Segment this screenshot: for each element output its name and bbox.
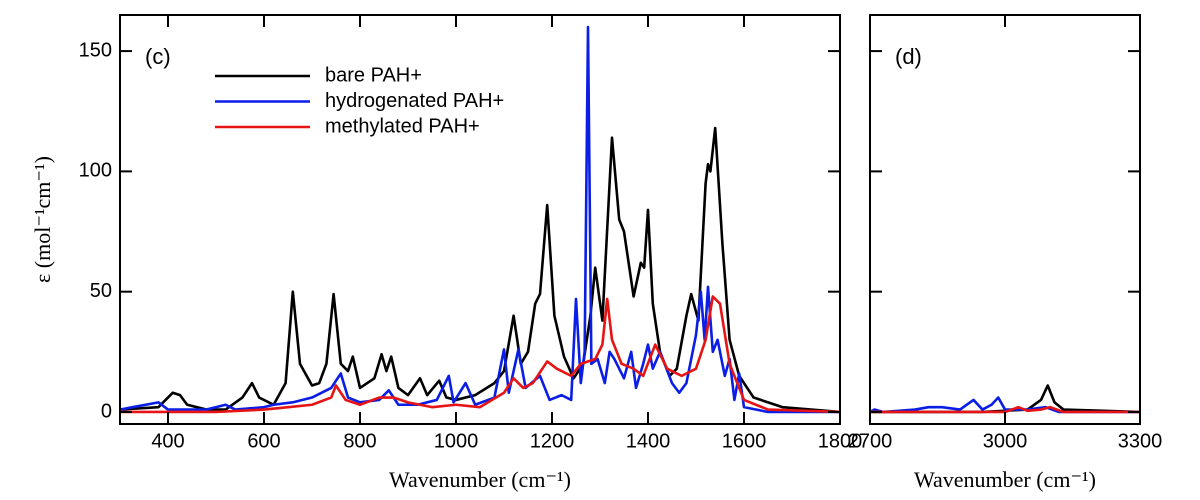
y-axis-label: ε (mol⁻¹cm⁻¹) — [30, 156, 55, 283]
x-tick-label: 2700 — [848, 430, 893, 452]
series-line — [120, 25, 840, 414]
y-tick-label: 50 — [90, 280, 112, 302]
x-tick-label: 600 — [247, 430, 280, 452]
legend-label: hydrogenated PAH+ — [325, 90, 504, 112]
panel-label: (d) — [895, 44, 922, 69]
x-tick-label: 3300 — [1118, 430, 1163, 452]
x-tick-label: 800 — [343, 430, 376, 452]
plot-frame — [869, 14, 1141, 425]
plot-area — [870, 384, 1140, 414]
x-tick-label: 1800 — [818, 430, 863, 452]
plot-area — [120, 25, 840, 414]
x-tick-label: 1000 — [434, 430, 479, 452]
y-tick-label: 150 — [79, 39, 112, 61]
x-tick-label: 1600 — [722, 430, 767, 452]
x-tick-label: 1200 — [530, 430, 575, 452]
y-tick-label: 100 — [79, 160, 112, 182]
series-line — [120, 295, 840, 414]
plot-frame — [119, 14, 841, 425]
series-line — [870, 405, 1140, 414]
series-line — [120, 126, 840, 414]
legend-label: bare PAH+ — [325, 64, 422, 86]
x-tick-label: 400 — [151, 430, 184, 452]
y-tick-label: 0 — [101, 400, 112, 422]
x-axis-label: Wavenumber (cm⁻¹) — [389, 467, 571, 492]
x-axis-label: Wavenumber (cm⁻¹) — [914, 467, 1096, 492]
x-tick-label: 3000 — [983, 430, 1028, 452]
panel-label: (c) — [145, 44, 171, 69]
x-tick-label: 1400 — [626, 430, 671, 452]
legend-label: methylated PAH+ — [325, 115, 480, 137]
